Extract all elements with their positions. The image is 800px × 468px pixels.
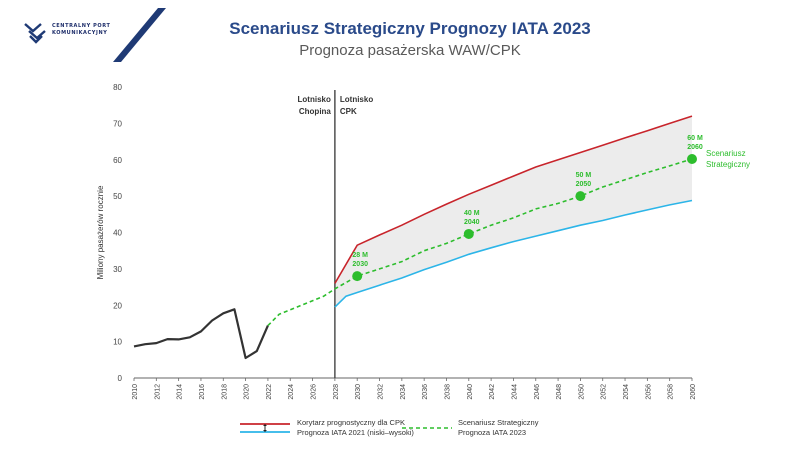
legend-label: Prognoza IATA 2021 (niski–wysoki) bbox=[297, 428, 414, 437]
cpk-logo: CENTRALNY PORT KOMUNIKACYJNY bbox=[24, 8, 166, 62]
milestone-label: 40 M bbox=[464, 210, 480, 217]
x-tick-label: 2020 bbox=[244, 384, 251, 400]
chart-title: Scenariusz Strategiczny Prognozy IATA 20… bbox=[229, 19, 591, 38]
x-tick-label: 2026 bbox=[311, 384, 318, 400]
x-tick-label: 2036 bbox=[422, 384, 429, 400]
y-axis-label: Miliony pasażerów rocznie bbox=[96, 185, 105, 279]
milestone-point bbox=[575, 191, 586, 202]
x-tick-label: 2042 bbox=[489, 384, 496, 400]
y-tick-label: 10 bbox=[113, 338, 122, 347]
y-tick-label: 30 bbox=[113, 265, 122, 274]
divider-left-label: Chopina bbox=[299, 107, 332, 116]
x-tick-label: 2034 bbox=[400, 384, 407, 400]
logo-mark-icon bbox=[24, 23, 46, 40]
milestone-point bbox=[687, 154, 697, 165]
strategic-end-label: Scenariusz bbox=[706, 149, 746, 158]
series-line-low bbox=[334, 199, 693, 308]
x-tick-label: 2030 bbox=[355, 384, 362, 400]
milestone-year-label: 2030 bbox=[352, 261, 368, 268]
x-tick-label: 2058 bbox=[668, 384, 675, 400]
milestone-label: 60 M bbox=[687, 135, 703, 142]
legend-label: Prognoza IATA 2023 bbox=[458, 428, 526, 437]
logo-text-line2: KOMUNIKACYJNY bbox=[52, 30, 107, 36]
milestone-year-label: 2040 bbox=[464, 219, 480, 226]
milestone-year-label: 2060 bbox=[687, 144, 703, 151]
x-tick-label: 2052 bbox=[601, 384, 608, 400]
x-tick-label: 2010 bbox=[132, 384, 139, 400]
legend-label: Scenariusz Strategiczny bbox=[458, 418, 539, 427]
x-tick-label: 2028 bbox=[333, 384, 340, 400]
x-tick-label: 2016 bbox=[199, 384, 206, 400]
y-tick-label: 0 bbox=[118, 374, 123, 383]
y-tick-label: 50 bbox=[113, 192, 122, 201]
x-tick-label: 2048 bbox=[556, 384, 563, 400]
y-tick-label: 70 bbox=[113, 119, 122, 128]
milestone-label: 28 M bbox=[352, 252, 368, 259]
x-tick-label: 2032 bbox=[378, 384, 385, 400]
x-tick-label: 2054 bbox=[623, 384, 630, 400]
milestone-year-label: 2050 bbox=[576, 181, 592, 188]
milestone-label: 50 M bbox=[576, 172, 592, 179]
x-tick-label: 2060 bbox=[690, 384, 697, 400]
legend-arrow-up-icon bbox=[263, 424, 267, 426]
x-tick-label: 2056 bbox=[645, 384, 652, 400]
x-tick-label: 2014 bbox=[177, 384, 184, 400]
divider-right-label: CPK bbox=[340, 107, 357, 116]
legend-label: Korytarz prognostyczny dla CPK bbox=[297, 418, 405, 427]
milestone-point bbox=[352, 271, 363, 282]
milestone-point bbox=[463, 228, 474, 239]
y-tick-label: 80 bbox=[113, 83, 122, 92]
logo-stripe bbox=[113, 8, 166, 62]
strategic-end-label: Strategiczny bbox=[706, 160, 750, 169]
logo-mark-icon-lower bbox=[29, 35, 43, 44]
x-tick-label: 2044 bbox=[511, 384, 518, 400]
x-tick-label: 2038 bbox=[444, 384, 451, 400]
y-tick-label: 20 bbox=[113, 301, 122, 310]
y-tick-label: 40 bbox=[113, 229, 122, 238]
x-tick-label: 2012 bbox=[154, 384, 161, 400]
legend-arrow-down-icon bbox=[263, 430, 267, 432]
chart-subtitle: Prognoza pasażerska WAW/CPK bbox=[299, 42, 520, 59]
x-tick-label: 2022 bbox=[266, 384, 273, 400]
x-tick-label: 2050 bbox=[578, 384, 585, 400]
x-tick-label: 2024 bbox=[288, 384, 295, 400]
y-tick-label: 60 bbox=[113, 156, 122, 165]
x-tick-label: 2046 bbox=[534, 384, 541, 400]
forecast-band bbox=[334, 116, 692, 308]
logo-text-line1: CENTRALNY PORT bbox=[52, 23, 110, 29]
x-tick-label: 2018 bbox=[221, 384, 228, 400]
divider-left-label: Lotnisko bbox=[298, 95, 331, 104]
series-line-strategic bbox=[267, 158, 693, 327]
series-line-history bbox=[133, 308, 269, 360]
series-line-high bbox=[334, 115, 693, 284]
x-tick-label: 2040 bbox=[467, 384, 474, 400]
divider-right-label: Lotnisko bbox=[340, 95, 373, 104]
